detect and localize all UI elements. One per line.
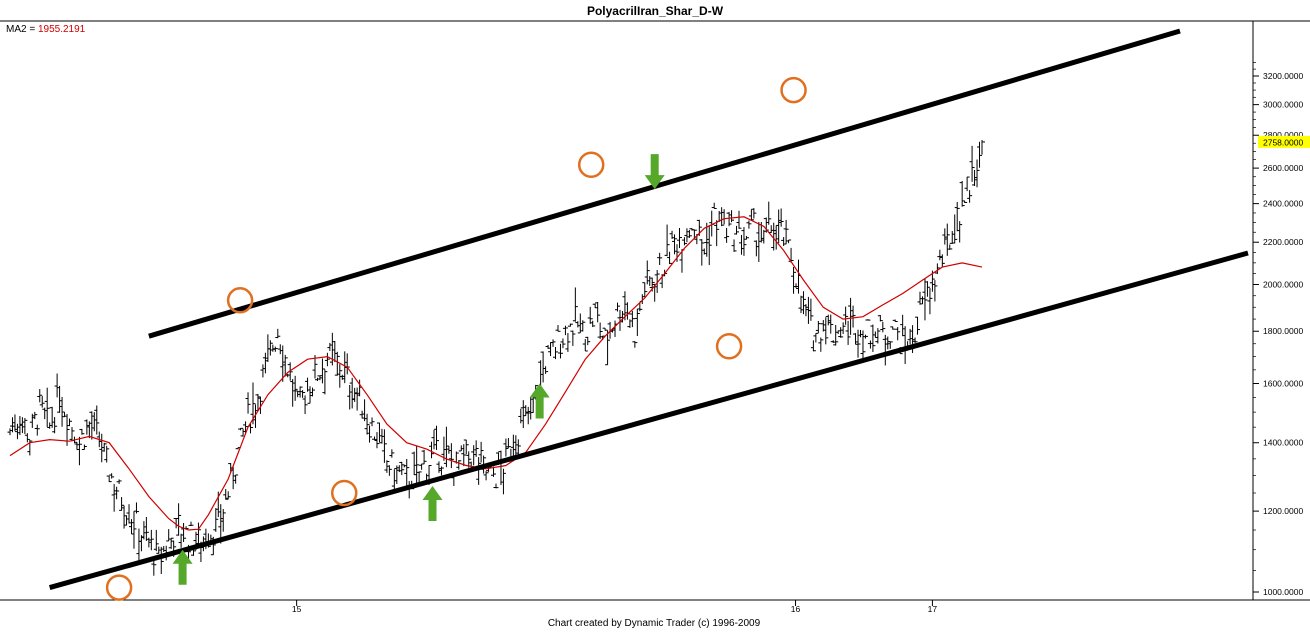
touch-circles <box>105 76 807 601</box>
title-bar <box>0 0 1310 21</box>
ma-label-name: MA2 <box>6 24 27 35</box>
y-tick-label: 1400.0000 <box>1263 438 1303 448</box>
x-axis: 15 16 17 <box>292 600 937 614</box>
last-price-label: 2758.0000 <box>1263 137 1303 147</box>
last-price-background <box>1258 135 1310 148</box>
channel-line-upper-ext <box>148 28 1181 339</box>
x-tick-label: 16 <box>791 604 801 614</box>
up-arrow <box>172 549 193 585</box>
y-tick-label: 2000.0000 <box>1263 280 1303 290</box>
up-arrow <box>529 383 550 419</box>
channel-line-lower-ext <box>49 250 1249 590</box>
touch-circle <box>226 287 254 314</box>
touch-circle <box>577 151 605 178</box>
y-tick-label: 2400.0000 <box>1263 199 1303 209</box>
chart-title: PolyacrilIran_Shar_D-W <box>587 4 724 18</box>
price-bars <box>7 140 985 576</box>
y-axis: 1000.0000 1200.0000 1400.0000 1600.0000 1800… <box>1253 61 1303 597</box>
last-price-tag: 2758.0000 <box>1258 135 1310 148</box>
signal-arrows <box>172 154 665 585</box>
ma-label-equals: = <box>27 24 38 35</box>
y-tick-label: 2600.0000 <box>1263 163 1303 173</box>
channel-lines <box>49 28 1249 590</box>
y-tick-label: 2200.0000 <box>1263 237 1303 247</box>
y-tick-label: 1800.0000 <box>1263 326 1303 336</box>
touch-circle <box>330 479 358 507</box>
ma-label-value: 1955.2191 <box>38 24 86 35</box>
y-tick-label: 1600.0000 <box>1263 378 1303 388</box>
touch-circle <box>780 76 807 104</box>
y-tick-label: 3000.0000 <box>1263 100 1303 110</box>
down-arrow <box>644 154 665 190</box>
touch-circle <box>715 333 743 360</box>
touch-circle <box>105 574 133 601</box>
footer-credit: Chart created by Dynamic Trader (c) 1996… <box>548 618 761 629</box>
y-tick-label: 1000.0000 <box>1263 587 1303 597</box>
x-tick-label: 15 <box>292 604 302 614</box>
y-tick-label: 2800.0000 <box>1263 130 1303 140</box>
y-tick-label: 1200.0000 <box>1263 506 1303 516</box>
ma-label: MA2 = 1955.2191 <box>6 24 86 35</box>
up-arrow <box>422 485 443 521</box>
y-tick-label: 3200.0000 <box>1263 71 1303 81</box>
x-tick-label: 17 <box>928 604 938 614</box>
